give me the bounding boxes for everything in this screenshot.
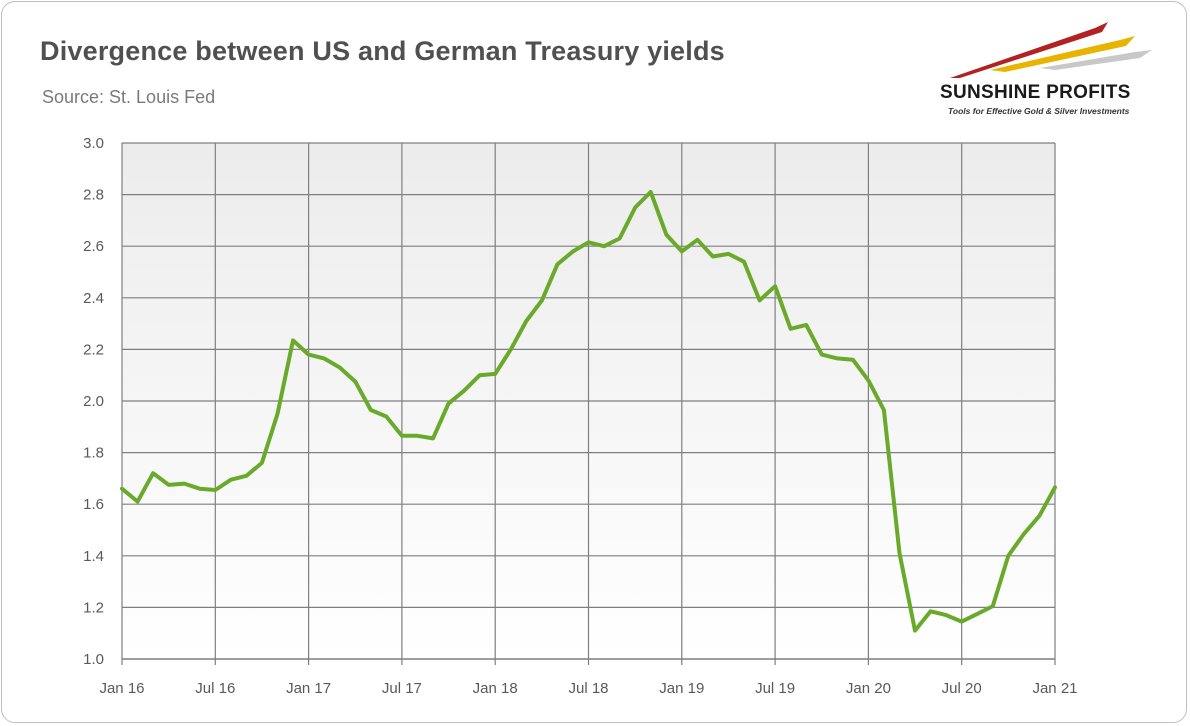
x-tick-label: Jul 20 [942,680,982,697]
y-tick-label: 2.4 [83,290,104,307]
x-tick-label: Jul 19 [755,680,795,697]
y-tick-label: 2.2 [83,341,104,358]
x-tick-label: Jan 19 [659,680,704,697]
sunshine-profits-logo: SUNSHINE PROFITS Tools for Effective Gol… [930,18,1170,118]
x-tick-label: Jan 20 [846,680,891,697]
y-tick-label: 1.0 [83,651,104,668]
y-tick-label: 1.2 [83,599,104,616]
x-tick-label: Jul 17 [382,680,422,697]
logo-gold-stripe [990,36,1135,72]
x-tick-label: Jan 21 [1032,680,1077,697]
logo-silver-stripe [1040,50,1152,70]
logo-name: SUNSHINE PROFITS [940,82,1131,103]
y-tick-label: 2.0 [83,393,104,410]
y-tick-label: 2.6 [83,238,104,255]
chart-source: Source: St. Louis Fed [42,87,216,107]
x-axis-tick-labels: Jan 16 Jul 16 Jan 17 Jul 17 Jan 18 Jul 18 Jan … [99,680,1077,697]
logo-swoosh-icon [950,22,1152,78]
logo-tagline: Tools for Effective Gold & Silver Invest… [948,106,1130,116]
x-tick-label: Jan 18 [473,680,518,697]
y-tick-label: 3.0 [83,135,104,152]
y-tick-label: 1.6 [83,496,104,513]
x-tick-label: Jan 17 [286,680,331,697]
x-tick-label: Jul 18 [568,680,608,697]
chart-title: Divergence between US and German Treasur… [40,36,725,66]
y-tick-label: 1.4 [83,548,104,565]
y-tick-label: 1.8 [83,445,104,462]
x-tick-label: Jan 16 [99,680,144,697]
y-tick-label: 2.8 [83,187,104,204]
y-axis-tick-labels: 1.0 1.2 1.4 1.6 1.8 2.0 2.2 2.4 2.6 2.8 3.0 [83,135,104,668]
series-line-yield-spread [120,190,1057,633]
gridlines [121,142,1056,665]
x-tick-label: Jul 16 [195,680,235,697]
